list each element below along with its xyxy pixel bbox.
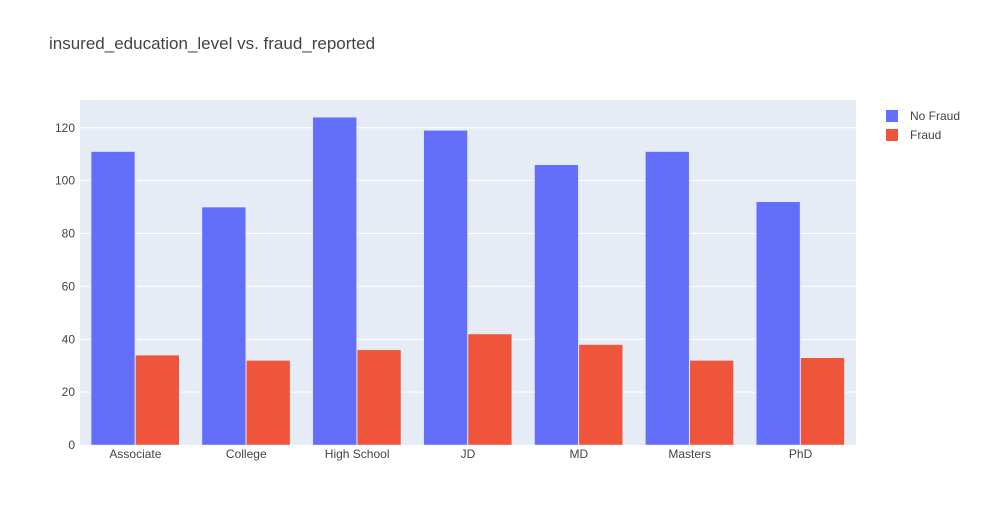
y-tick-label: 0 bbox=[68, 438, 75, 452]
bar-fraud[interactable] bbox=[467, 333, 513, 446]
bar-no-fraud[interactable] bbox=[423, 130, 468, 446]
bar-fraud[interactable] bbox=[800, 357, 845, 446]
legend-label-no-fraud: No Fraud bbox=[910, 108, 961, 123]
x-tick-label: Masters bbox=[668, 447, 711, 461]
bar-fraud[interactable] bbox=[246, 360, 291, 446]
x-tick-label: MD bbox=[570, 447, 589, 461]
bar-no-fraud[interactable] bbox=[201, 206, 247, 446]
x-tick-label: High School bbox=[325, 447, 390, 461]
legend-label-fraud: Fraud bbox=[910, 127, 942, 142]
y-axis-ticks: 0 20 40 60 80 100 120 bbox=[55, 121, 75, 452]
y-tick-label: 100 bbox=[55, 174, 75, 188]
bar-no-fraud[interactable] bbox=[645, 151, 690, 446]
x-tick-label: PhD bbox=[789, 447, 813, 461]
bar-no-fraud[interactable] bbox=[312, 116, 357, 446]
bar-fraud[interactable] bbox=[135, 354, 180, 446]
y-tick-label: 20 bbox=[62, 385, 76, 399]
legend-swatch-no-fraud bbox=[886, 109, 898, 122]
bar-no-fraud[interactable] bbox=[90, 151, 136, 446]
bar-fraud[interactable] bbox=[356, 349, 402, 446]
chart-title: insured_education_level vs. fraud_report… bbox=[49, 34, 376, 53]
x-tick-label: JD bbox=[461, 447, 476, 461]
x-tick-label: Associate bbox=[109, 447, 161, 461]
bar-no-fraud[interactable] bbox=[755, 201, 801, 446]
legend-item-no-fraud[interactable]: No Fraud bbox=[886, 106, 960, 125]
bar-no-fraud[interactable] bbox=[534, 164, 579, 446]
legend-item-fraud[interactable]: Fraud bbox=[886, 125, 960, 144]
bar-fraud[interactable] bbox=[689, 360, 734, 446]
x-tick-label: College bbox=[226, 447, 267, 461]
y-tick-label: 60 bbox=[62, 279, 76, 293]
y-tick-label: 80 bbox=[62, 227, 76, 241]
legend: No Fraud Fraud bbox=[886, 106, 960, 144]
legend-swatch-fraud bbox=[886, 128, 898, 141]
y-tick-label: 120 bbox=[55, 121, 75, 135]
bar-fraud[interactable] bbox=[578, 344, 623, 446]
bars bbox=[90, 116, 845, 446]
y-tick-label: 40 bbox=[62, 332, 76, 346]
x-axis-ticks: Associate College High School JD MD Masters Ph… bbox=[109, 447, 812, 461]
